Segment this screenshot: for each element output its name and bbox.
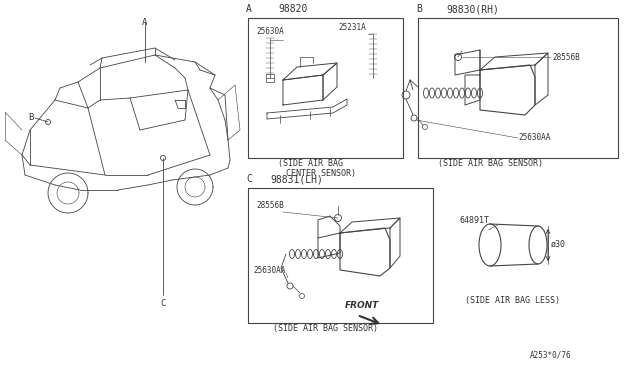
Text: 98830(RH): 98830(RH) xyxy=(446,4,499,14)
Text: 25231A: 25231A xyxy=(338,23,365,32)
Bar xyxy=(418,18,618,158)
Ellipse shape xyxy=(529,226,547,264)
Text: FRONT: FRONT xyxy=(345,301,380,310)
Text: 25630AA: 25630AA xyxy=(253,266,285,275)
Text: CENTER SENSOR): CENTER SENSOR) xyxy=(286,169,356,178)
Text: (SIDE AIR BAG SENSOR): (SIDE AIR BAG SENSOR) xyxy=(273,324,378,333)
Text: 25630A: 25630A xyxy=(256,27,284,36)
Text: 64891T: 64891T xyxy=(460,216,490,225)
Text: 98831(LH): 98831(LH) xyxy=(270,174,323,184)
Text: A: A xyxy=(142,18,147,27)
Text: C: C xyxy=(246,174,252,184)
Text: 28556B: 28556B xyxy=(256,201,284,210)
Text: C: C xyxy=(160,299,165,308)
Text: 25630AA: 25630AA xyxy=(518,133,550,142)
Text: (SIDE AIR BAG LESS): (SIDE AIR BAG LESS) xyxy=(465,296,560,305)
Text: 28556B: 28556B xyxy=(552,53,580,62)
Text: 98820: 98820 xyxy=(278,4,307,14)
Text: A253*0/76: A253*0/76 xyxy=(530,351,572,360)
Text: (SIDE AIR BAG SENSOR): (SIDE AIR BAG SENSOR) xyxy=(438,159,543,168)
Text: (SIDE AIR BAG: (SIDE AIR BAG xyxy=(278,159,343,168)
Text: A: A xyxy=(246,4,252,14)
Text: ø30: ø30 xyxy=(551,240,566,249)
Text: B: B xyxy=(28,113,33,122)
Text: B: B xyxy=(416,4,422,14)
Bar xyxy=(248,18,403,158)
Bar xyxy=(248,188,433,323)
